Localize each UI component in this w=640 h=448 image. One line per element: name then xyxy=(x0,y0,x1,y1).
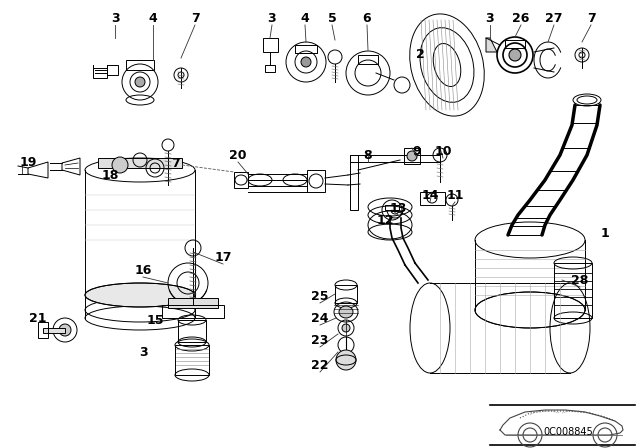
Text: 4: 4 xyxy=(301,12,309,25)
Bar xyxy=(385,205,399,210)
Bar xyxy=(38,322,48,338)
Polygon shape xyxy=(168,298,218,308)
Text: 25: 25 xyxy=(311,289,329,302)
Polygon shape xyxy=(486,38,497,52)
Text: 16: 16 xyxy=(134,263,152,276)
Text: 2: 2 xyxy=(415,47,424,60)
Ellipse shape xyxy=(339,306,353,318)
Bar xyxy=(335,285,357,303)
Circle shape xyxy=(509,49,521,61)
Circle shape xyxy=(301,57,311,67)
Bar xyxy=(404,148,420,164)
Text: 24: 24 xyxy=(311,311,329,324)
Bar xyxy=(307,170,325,192)
Text: 19: 19 xyxy=(19,155,36,168)
Circle shape xyxy=(112,157,128,173)
Text: 11: 11 xyxy=(446,189,464,202)
Text: 8: 8 xyxy=(364,148,372,161)
Bar xyxy=(178,320,206,342)
Text: 14: 14 xyxy=(421,189,439,202)
Text: 7: 7 xyxy=(171,156,179,169)
Bar xyxy=(43,328,65,333)
Circle shape xyxy=(59,324,71,336)
Text: 17: 17 xyxy=(214,250,232,263)
Bar xyxy=(234,172,248,188)
Text: 18: 18 xyxy=(101,168,118,181)
Bar xyxy=(358,55,378,64)
Text: 9: 9 xyxy=(413,145,421,158)
Text: 20: 20 xyxy=(229,148,247,161)
Ellipse shape xyxy=(85,283,195,307)
Text: 22: 22 xyxy=(311,358,329,371)
Text: 0C008845: 0C008845 xyxy=(543,427,593,437)
Circle shape xyxy=(342,324,350,332)
Text: 6: 6 xyxy=(363,12,371,25)
Bar xyxy=(295,45,317,53)
Bar xyxy=(175,345,209,375)
Polygon shape xyxy=(98,158,182,168)
Text: 15: 15 xyxy=(147,314,164,327)
Text: 3: 3 xyxy=(139,345,147,358)
Text: 27: 27 xyxy=(545,12,563,25)
Text: 26: 26 xyxy=(512,12,530,25)
Text: 13: 13 xyxy=(389,202,406,215)
Text: 7: 7 xyxy=(587,12,595,25)
Text: 4: 4 xyxy=(148,12,157,25)
Text: 3: 3 xyxy=(486,12,494,25)
Text: 10: 10 xyxy=(435,145,452,158)
Text: 1: 1 xyxy=(600,227,609,240)
Text: 3: 3 xyxy=(111,12,119,25)
Bar xyxy=(248,174,307,186)
Text: 5: 5 xyxy=(328,12,337,25)
Text: 7: 7 xyxy=(191,12,200,25)
Text: 28: 28 xyxy=(572,273,589,287)
Circle shape xyxy=(135,77,145,87)
Text: 12: 12 xyxy=(376,214,394,227)
Circle shape xyxy=(407,151,417,161)
Circle shape xyxy=(336,350,356,370)
Bar xyxy=(126,60,154,70)
Text: 3: 3 xyxy=(268,12,276,25)
Text: 23: 23 xyxy=(311,333,329,346)
Bar xyxy=(505,40,525,48)
Text: 21: 21 xyxy=(29,311,47,324)
Bar xyxy=(554,263,592,318)
